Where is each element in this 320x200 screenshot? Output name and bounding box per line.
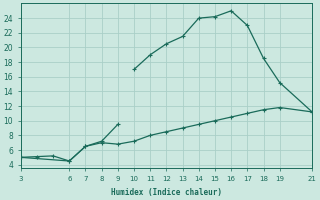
X-axis label: Humidex (Indice chaleur): Humidex (Indice chaleur) (111, 188, 222, 197)
